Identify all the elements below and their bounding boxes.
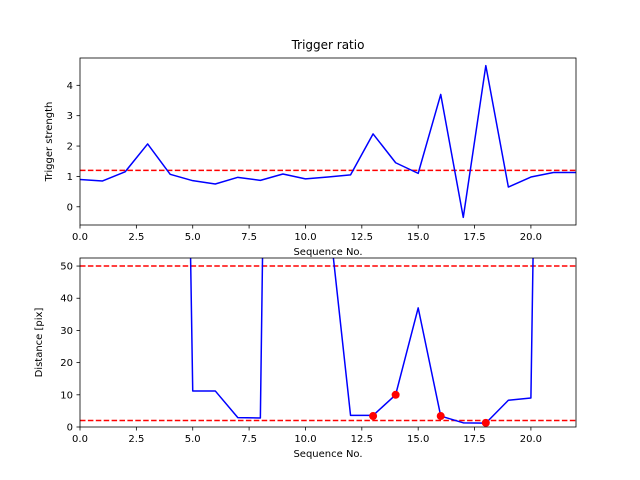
trigger-y-axis-label: Trigger strength xyxy=(44,102,55,183)
distance-x-tick-label: 20.0 xyxy=(520,434,542,445)
distance-y-tick-label: 30 xyxy=(60,326,73,337)
trigger-y-tick-label: 1 xyxy=(67,172,73,183)
trigger-x-tick-label: 7.5 xyxy=(241,232,257,243)
distance-marker-point xyxy=(391,390,400,399)
trigger-x-tick-label: 5.0 xyxy=(185,232,201,243)
distance-x-tick-label: 17.5 xyxy=(463,434,485,445)
trigger-series-line xyxy=(80,64,576,219)
distance-y-tick-label: 50 xyxy=(60,262,73,273)
distance-y-tick-label: 20 xyxy=(60,358,73,369)
trigger-x-tick-label: 0.0 xyxy=(72,232,88,243)
distance-y-tick-label: 10 xyxy=(60,390,73,401)
trigger-y-tick-label: 3 xyxy=(67,111,73,122)
distance-y-tick-label: 0 xyxy=(67,423,73,434)
trigger-x-tick-label: 17.5 xyxy=(463,232,485,243)
distance-x-tick-label: 5.0 xyxy=(185,434,201,445)
distance-y-axis-label: Distance [pix] xyxy=(34,308,45,378)
trigger-x-tick-label: 20.0 xyxy=(520,232,542,243)
distance-marker-point xyxy=(369,412,378,421)
trigger-y-tick-label: 0 xyxy=(67,202,73,213)
distance-chart: 0.0 2.5 5.0 7.5 10.0 12.5 15.0 17.5 20.0 0 10 20 30 4… xyxy=(34,257,577,460)
trigger-y-tick-label: 4 xyxy=(67,81,73,92)
distance-x-tick-label: 7.5 xyxy=(241,434,257,445)
distance-marker-point xyxy=(436,412,445,421)
trigger-x-tick-label: 2.5 xyxy=(128,232,144,243)
distance-x-tick-label: 2.5 xyxy=(128,434,144,445)
trigger-ratio-chart: 0.0 2.5 5.0 7.5 10.0 12.5 15.0 17.5 20.0 0 1 2 3 4 Seq… xyxy=(44,38,577,258)
distance-plot-area xyxy=(80,258,576,427)
trigger-y-tick-label: 2 xyxy=(67,142,73,153)
distance-axes-frame xyxy=(79,257,577,428)
distance-x-tick-label: 15.0 xyxy=(407,434,429,445)
trigger-axes-frame xyxy=(79,57,577,226)
trigger-x-axis-label: Sequence No. xyxy=(293,247,362,258)
trigger-plot-area xyxy=(80,58,576,225)
trigger-x-tick-label: 15.0 xyxy=(407,232,429,243)
distance-x-tick-label: 0.0 xyxy=(72,434,88,445)
distance-x-tick-label: 10.0 xyxy=(294,434,316,445)
trigger-x-tick-label: 12.5 xyxy=(351,232,373,243)
distance-x-tick-label: 12.5 xyxy=(351,434,373,445)
distance-marker-point xyxy=(481,418,490,427)
distance-x-axis-label: Sequence No. xyxy=(293,449,362,460)
distance-y-tick-label: 40 xyxy=(60,294,73,305)
trigger-x-tick-label: 10.0 xyxy=(294,232,316,243)
trigger-chart-title: Trigger ratio xyxy=(291,38,365,52)
